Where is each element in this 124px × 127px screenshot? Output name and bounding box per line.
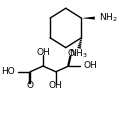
Text: OH: OH	[36, 48, 50, 57]
Text: HO: HO	[1, 67, 15, 76]
Polygon shape	[81, 17, 95, 20]
Text: OH: OH	[49, 81, 63, 90]
Text: O: O	[26, 81, 33, 90]
Text: OH: OH	[84, 61, 97, 70]
Text: NH$_3$: NH$_3$	[69, 47, 88, 60]
Text: NH$_2$: NH$_2$	[99, 12, 118, 24]
Text: O: O	[68, 49, 75, 58]
